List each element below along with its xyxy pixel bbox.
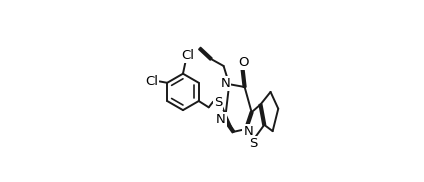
Text: S: S bbox=[214, 96, 222, 109]
Text: N: N bbox=[216, 113, 226, 126]
Text: N: N bbox=[220, 77, 230, 90]
Text: Cl: Cl bbox=[181, 49, 195, 62]
Text: Cl: Cl bbox=[145, 75, 158, 88]
Text: O: O bbox=[238, 56, 248, 69]
Text: N: N bbox=[243, 125, 253, 138]
Text: S: S bbox=[250, 137, 258, 150]
